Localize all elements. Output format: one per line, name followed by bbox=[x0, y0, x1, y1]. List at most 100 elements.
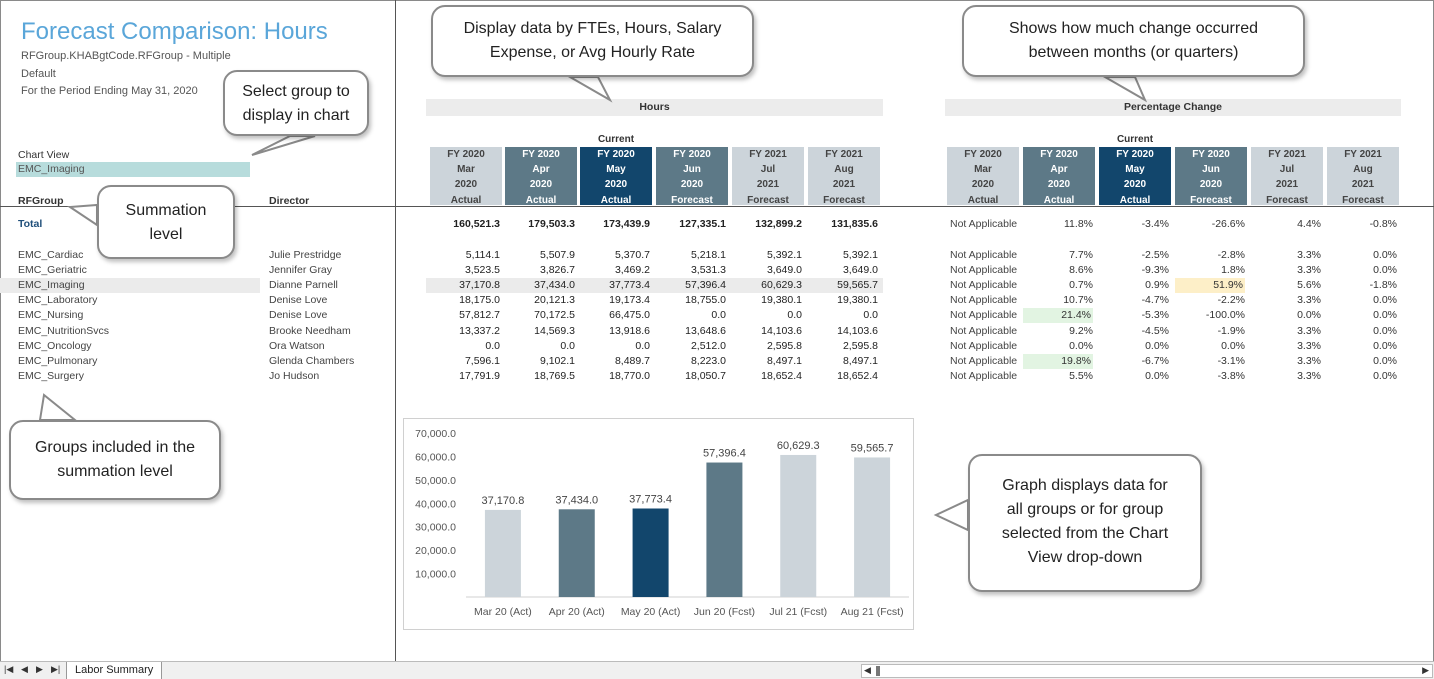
report-period: For the Period Ending May 31, 2020 bbox=[21, 85, 198, 97]
hours-value: 9,102.1 bbox=[539, 354, 575, 367]
pct-not-applicable: Not Applicable bbox=[950, 324, 1018, 337]
hours-value: 57,812.7 bbox=[459, 309, 500, 322]
table-row[interactable]: EMC_Geriatric Jennifer Gray 3,523.5 3,826.7… bbox=[0, 263, 1434, 278]
director-name: Jennifer Gray bbox=[269, 264, 333, 277]
group-name: EMC_Nursing bbox=[18, 309, 84, 322]
pct-change-value: 0.0% bbox=[1373, 354, 1397, 367]
pct-change-value: 5.5% bbox=[1069, 369, 1093, 382]
year-label: 2020 bbox=[1047, 179, 1071, 191]
total-label: Total bbox=[18, 218, 43, 230]
director-name: Glenda Chambers bbox=[269, 354, 355, 367]
hours-value: 5,114.1 bbox=[465, 249, 500, 261]
year-label: 2020 bbox=[680, 179, 704, 191]
callout-text-line: Shows how much change occurred bbox=[1008, 20, 1259, 37]
pct-change-value: 10.7% bbox=[1063, 294, 1093, 307]
callout-percentage-change: Shows how much change occurred between mo… bbox=[962, 5, 1305, 77]
month-label: Jun bbox=[1202, 164, 1220, 176]
scenario-label: Actual bbox=[967, 194, 999, 206]
horizontal-scrollbar[interactable]: ◀ ▶ bbox=[861, 664, 1433, 678]
tab-labor-summary[interactable]: Labor Summary bbox=[66, 662, 163, 679]
table-row[interactable]: EMC_Nursing Denise Love 57,812.7 70,172.5 66… bbox=[0, 308, 1434, 324]
hours-value: 131,835.6 bbox=[831, 218, 878, 230]
hours-value: 0.0 bbox=[863, 309, 878, 322]
pct-change-value: 0.0% bbox=[1221, 339, 1245, 352]
group-name: EMC_NutritionSvcs bbox=[18, 324, 110, 337]
hours-month-header: FY 2021 Jul 2021 Forecast bbox=[732, 147, 804, 206]
scroll-left-icon[interactable]: ◀ bbox=[864, 665, 871, 675]
pct-change-value: 3.3% bbox=[1297, 354, 1321, 367]
hours-value: 7,596.1 bbox=[464, 354, 500, 367]
year-label: 2020 bbox=[1123, 179, 1147, 191]
table-row[interactable]: EMC_Oncology Ora Watson 0.0 0.0 0.0 2,512.0 2,… bbox=[0, 339, 1434, 354]
pct-month-header: FY 2020 May 2020 Actual bbox=[1099, 147, 1171, 206]
callout-summation-level: Summation level bbox=[97, 185, 235, 259]
pct-change-value: 19.8% bbox=[1023, 353, 1093, 369]
scroll-right-icon[interactable]: ▶ bbox=[1422, 665, 1429, 675]
scenario-label: Forecast bbox=[747, 194, 789, 206]
table-row[interactable]: EMC_Laboratory Denise Love 18,175.0 20,121.… bbox=[0, 293, 1434, 308]
table-row[interactable]: EMC_NutritionSvcs Brooke Needham 13,337.2 1… bbox=[0, 324, 1434, 339]
table-row[interactable]: EMC_Imaging Dianne Parnell 37,170.8 37,434.… bbox=[0, 278, 1434, 294]
hours-value: 173,439.9 bbox=[603, 218, 650, 230]
chart-view-dropdown[interactable]: EMC_Imaging bbox=[16, 162, 250, 177]
scenario-label: Actual bbox=[1043, 194, 1075, 206]
x-category-label: Aug 21 (Fcst) bbox=[841, 606, 904, 618]
fiscal-year-label: FY 2020 bbox=[1192, 149, 1230, 160]
hours-value: 8,497.1 bbox=[766, 354, 802, 367]
scenario-label: Forecast bbox=[1266, 194, 1308, 206]
table-row[interactable]: EMC_Cardiac Julie Prestridge 5,114.1 5,507.… bbox=[0, 248, 1434, 263]
month-label: Aug bbox=[1353, 164, 1373, 176]
bar-chart-svg: 70,000.0 60,000.0 50,000.0 40,000.0 30,000.0… bbox=[415, 428, 909, 618]
next-sheet-icon[interactable]: ▶ bbox=[36, 664, 43, 674]
hours-value: 19,380.1 bbox=[761, 294, 802, 307]
scenario-label: Actual bbox=[525, 194, 557, 206]
chart-bar bbox=[780, 454, 817, 597]
table-row[interactable]: EMC_Surgery Jo Hudson 17,791.9 18,769.5 18,7… bbox=[0, 369, 1434, 384]
pct-change-value: -9.3% bbox=[1141, 264, 1169, 277]
bar-data-label: 37,434.0 bbox=[555, 494, 598, 506]
hours-value: 37,773.4 bbox=[609, 279, 650, 292]
director-name: Brooke Needham bbox=[269, 324, 351, 337]
month-label: May bbox=[606, 164, 626, 176]
hours-value: 5,218.1 bbox=[690, 249, 726, 261]
year-label: 2021 bbox=[832, 179, 856, 191]
director-name: Jo Hudson bbox=[269, 369, 320, 382]
prev-sheet-icon[interactable]: ◀ bbox=[21, 664, 28, 674]
pct-change-value: 0.0% bbox=[1373, 339, 1397, 352]
pct-change-value: 9.2% bbox=[1069, 324, 1093, 337]
hours-month-header: FY 2020 Jun 2020 Forecast bbox=[656, 147, 728, 206]
pct-change-value: 0.9% bbox=[1145, 279, 1169, 292]
callout-text-line: between months (or quarters) bbox=[1028, 44, 1239, 61]
hours-value: 3,649.0 bbox=[766, 264, 802, 277]
hours-month-header: FY 2020 Apr 2020 Actual bbox=[505, 147, 577, 206]
hours-value: 8,223.0 bbox=[690, 354, 726, 367]
month-label: Jul bbox=[760, 164, 776, 176]
group-name: EMC_Oncology bbox=[18, 339, 92, 352]
bar-data-label: 37,170.8 bbox=[482, 495, 525, 507]
year-label: 2020 bbox=[604, 179, 628, 191]
pct-change-value: 3.3% bbox=[1297, 339, 1321, 352]
first-sheet-icon[interactable]: |◀ bbox=[4, 664, 14, 674]
bar-data-label: 37,773.4 bbox=[629, 494, 672, 506]
hours-value: 18,769.5 bbox=[534, 369, 575, 382]
group-name: EMC_Surgery bbox=[18, 369, 84, 382]
pct-month-header: FY 2020 Jun 2020 Forecast bbox=[1175, 147, 1247, 206]
y-tick-label: 20,000.0 bbox=[415, 545, 456, 557]
pct-not-applicable: Not Applicable bbox=[950, 279, 1018, 292]
scenario-label: Actual bbox=[450, 194, 482, 206]
last-sheet-icon[interactable]: ▶| bbox=[51, 664, 61, 674]
y-tick-label: 70,000.0 bbox=[415, 428, 456, 440]
group-name: EMC_Pulmonary bbox=[18, 354, 98, 367]
hours-value: 179,503.3 bbox=[528, 218, 575, 230]
x-category-label: May 20 (Act) bbox=[621, 606, 681, 618]
hours-value: 18,652.4 bbox=[837, 369, 878, 382]
x-category-label: Mar 20 (Act) bbox=[474, 606, 532, 618]
chart-bar bbox=[484, 509, 521, 597]
hours-value: 127,335.1 bbox=[679, 218, 726, 230]
table-row[interactable]: EMC_Pulmonary Glenda Chambers 7,596.1 9,102… bbox=[0, 353, 1434, 369]
pct-change-value: 3.3% bbox=[1297, 294, 1321, 307]
scrollbar-thumb[interactable] bbox=[876, 666, 880, 676]
y-tick-label: 40,000.0 bbox=[415, 498, 456, 510]
selected-row-values-highlight bbox=[426, 278, 883, 294]
total-row[interactable]: Total 160,521.3 179,503.3 173,439.9 127,335.… bbox=[0, 217, 1434, 232]
